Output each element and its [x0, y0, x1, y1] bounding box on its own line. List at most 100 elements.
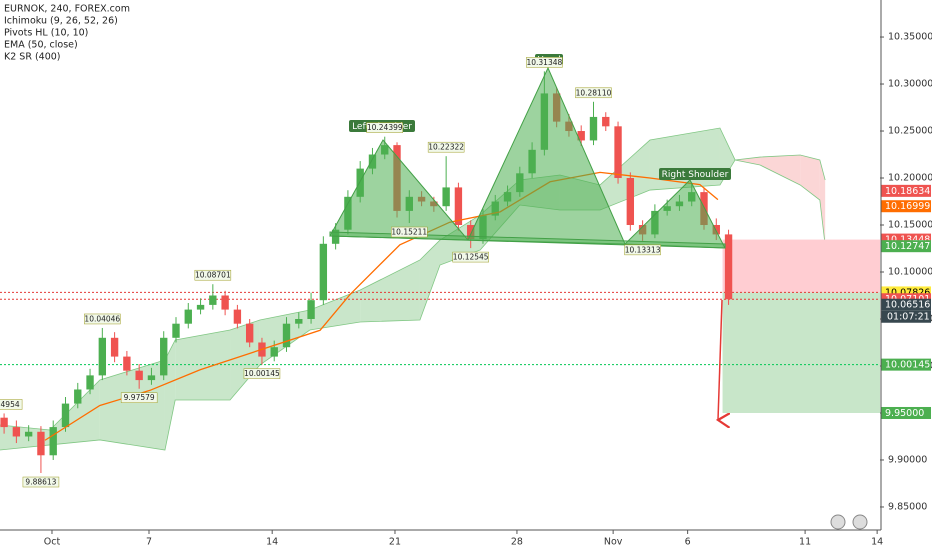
candle-body: [589, 116, 598, 141]
candle-body: [74, 389, 82, 404]
target-zone: [722, 292, 880, 413]
price-tag-label: 9.95000: [885, 408, 924, 419]
candle-body: [160, 337, 168, 376]
x-tick-label: 11: [799, 537, 811, 548]
pivot-label: 10.00145: [244, 369, 280, 378]
x-tick-label: 21: [389, 537, 401, 548]
candle-body: [209, 295, 217, 305]
price-tag: [881, 240, 931, 253]
candle-body: [221, 295, 229, 310]
pivot-label: 9.88613: [25, 478, 56, 487]
pivot-label: 10.22322: [428, 143, 464, 152]
x-tick-label: 28: [511, 537, 523, 548]
pivot-box: [391, 226, 428, 238]
countdown: 01:07:21: [887, 312, 930, 323]
cloud-segment: [164, 339, 176, 451]
y-tick-label: 10.30000: [888, 79, 932, 90]
head-shape: [467, 66, 626, 245]
indicator-label: Ichimoku (9, 26, 52, 26): [4, 16, 118, 27]
pivot-box: [0, 399, 23, 410]
price-tag-label: 10.16999: [885, 201, 930, 212]
candle-body: [123, 356, 131, 371]
candle-body: [0, 417, 8, 428]
y-tick-label: 9.85000: [888, 501, 927, 512]
candle-body: [614, 126, 622, 179]
pivot-box: [120, 392, 158, 403]
pivot-label: 9.97579: [124, 393, 155, 402]
pivot-box: [84, 313, 121, 325]
candle-body: [196, 304, 205, 310]
icon[interactable]: [830, 514, 846, 530]
stop-zone: [722, 239, 880, 293]
candle-body: [61, 403, 70, 428]
pivot-box: [427, 141, 465, 153]
candle-body: [270, 347, 278, 357]
cloud-segment: [99, 359, 165, 451]
pattern-label: Right Shoulder: [662, 170, 729, 180]
pivot-box: [194, 269, 232, 281]
pivot-label: 10.31348: [526, 58, 562, 67]
candle-body: [110, 337, 119, 357]
pivot-label: 10.28110: [576, 88, 612, 97]
price-tag-label: 10.07826: [885, 287, 930, 298]
candle-body: [147, 375, 156, 381]
y-tick-label: 10.15000: [888, 220, 932, 231]
price-tag: [881, 298, 931, 311]
pivot-box: [624, 244, 661, 256]
pivot-label: 9.94954: [0, 400, 20, 409]
y-tick-label: 10.20000: [888, 173, 932, 184]
pivot-box: [243, 368, 281, 379]
candle-body: [626, 178, 635, 226]
label-layer: 9.94954 9.88613 10.04046 9.97579 10.08701 10.…: [0, 57, 931, 488]
price-tag: [881, 406, 931, 419]
indicator-label: Pivots HL (10, 10): [4, 28, 88, 39]
cloud-segment: [309, 289, 361, 330]
candle-body: [467, 225, 475, 240]
pivot-label: 10.15211: [391, 228, 427, 237]
pivot-label: 10.24399: [367, 123, 403, 132]
price-tag: [881, 358, 931, 371]
cloud-segment: [360, 259, 420, 323]
candle-body: [98, 337, 107, 376]
cloud-segment: [230, 320, 260, 401]
candle-body: [12, 427, 21, 437]
y-tick-label: 10.35000: [888, 32, 932, 43]
x-tick-label: 14: [871, 537, 883, 548]
candle-body: [86, 375, 94, 390]
candle-body: [319, 243, 328, 301]
cloud-segment: [760, 154, 801, 185]
cloud-span-a: [0, 127, 826, 431]
cloud-segment: [819, 159, 826, 246]
price-tag-label: 10.13448: [885, 235, 930, 246]
pivot-label: 10.13313: [625, 245, 661, 254]
icon[interactable]: [852, 514, 868, 530]
candle-body: [37, 431, 45, 456]
symbol-title: EURNOK, 240, FOREX.com: [4, 4, 130, 15]
candle-body: [712, 225, 720, 235]
candle-body: [454, 187, 463, 226]
price-tag-label: 10.18634: [885, 186, 930, 197]
countdown-box: [881, 310, 931, 323]
price-tag: [881, 200, 931, 213]
candle-body: [233, 309, 242, 324]
label-box: [659, 168, 731, 180]
indicator-label: EMA (50, close): [4, 40, 78, 51]
candle-body: [442, 187, 450, 207]
candle-body: [307, 300, 315, 319]
candle-body: [184, 309, 192, 324]
x-tick-label: 7: [146, 537, 152, 548]
pivot-box: [526, 57, 563, 68]
candle-body: [245, 323, 254, 343]
pivot-label: 10.04046: [84, 314, 120, 323]
x-tick-label: Nov: [604, 537, 623, 548]
y-tick-label: 10.25000: [888, 126, 932, 137]
candle-body: [602, 116, 610, 127]
x-tick-label: 6: [685, 537, 691, 548]
indicator-label: K2 SR (400): [4, 52, 61, 63]
pivot-label: 10.12545: [453, 253, 489, 262]
price-tag-label: 10.00145: [885, 360, 930, 371]
candle-body: [49, 427, 57, 456]
x-tick-label: Oct: [44, 537, 61, 548]
